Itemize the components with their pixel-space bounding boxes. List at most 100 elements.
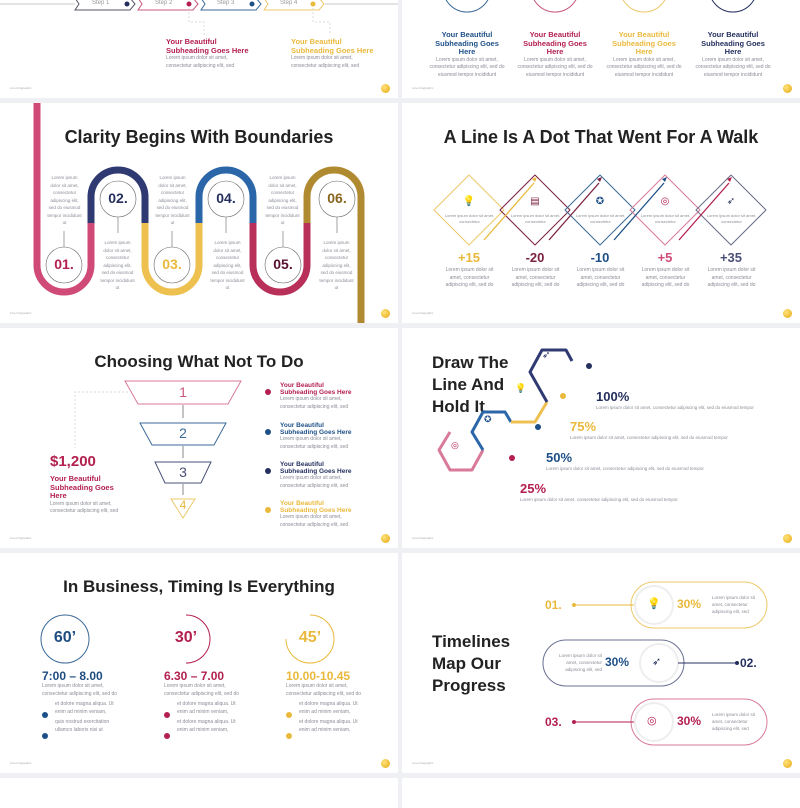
diamond-text-5: Lorem ipsum dolor sit amet, consectetur <box>706 213 757 224</box>
diamond-text-4: Lorem ipsum dolor sit amet, consectetur <box>640 213 691 224</box>
timeline-pills <box>542 581 768 746</box>
bullet-icon <box>265 389 271 395</box>
slide-draw-line[interactable]: Draw The Line And Hold It ◎ ✪ 💡 ➶ 100% Lore… <box>402 328 800 548</box>
slide-next-right[interactable] <box>402 778 800 808</box>
bullet-icon <box>265 507 271 513</box>
minutes-1: 60’ <box>53 629 77 646</box>
step-text-05: Lorem ipsum dolor sit amet, consectetur … <box>265 175 300 225</box>
time-block-3: 10.00-10.45 Lorem ipsum dolor sit amet, c… <box>286 669 362 733</box>
funnel-item-2: Your Beautiful Subheading Goes Here Lorem… <box>280 422 352 450</box>
footer-label: Line Infographic <box>412 311 434 315</box>
slide-funnel[interactable]: Choosing What Not To Do 1 2 3 4 $1,200 Y… <box>0 328 398 548</box>
step-4-label[interactable]: Step 4 <box>280 0 298 6</box>
rocket-icon: ➶ <box>542 350 551 361</box>
page-badge[interactable] <box>381 759 390 768</box>
step-number-03: 03. <box>162 256 182 272</box>
info-4: Your Beautiful Subheading Goes Here Lorem… <box>695 30 771 78</box>
bullet-icon <box>164 733 170 739</box>
amount-info: Your Beautiful Subheading Goes Here Lorem… <box>50 474 119 514</box>
timeline-number-1: 01. <box>545 598 562 612</box>
step-2-info: Your Beautiful Subheading Goes Here Lorem… <box>166 37 249 69</box>
funnel <box>74 380 242 519</box>
step-number-04: 04. <box>216 190 236 206</box>
time-block-2: 6.30 – 7.00 Lorem ipsum dolor sit amet, c… <box>164 669 240 733</box>
value-3: -10 <box>590 250 610 265</box>
page-badge[interactable] <box>783 759 792 768</box>
steps-chevrons <box>0 0 398 35</box>
bullet-icon <box>42 733 48 739</box>
footer-label: Line Infographic <box>412 536 434 540</box>
slide-line-dot[interactable]: A Line Is A Dot That Went For A Walk 💡 ▤… <box>402 103 800 323</box>
footer-label: Line Infographic <box>10 311 32 315</box>
footer-label: Line Infographic <box>10 86 32 90</box>
amount-value: $1,200 <box>50 453 96 470</box>
bullet-icon <box>535 424 541 430</box>
step-text-03: Lorem ipsum dolor sit amet, consectetur … <box>155 175 190 225</box>
page-badge[interactable] <box>783 84 792 93</box>
page-badge[interactable] <box>783 534 792 543</box>
award-hands-icon: ✪ <box>484 414 492 424</box>
step-number-05: 05. <box>273 256 293 272</box>
step-text-02: Lorem ipsum dolor sit amet, consectetur … <box>100 240 135 290</box>
step-2-label[interactable]: Step 2 <box>155 0 173 6</box>
timeline-pct-1: 30% <box>677 597 702 611</box>
funnel-level-2: 2 <box>179 425 187 441</box>
bullet-icon <box>509 455 515 461</box>
step-3-label[interactable]: Step 3 <box>217 0 235 6</box>
page-badge[interactable] <box>381 84 390 93</box>
lightbulb-icon: 💡 <box>515 383 527 393</box>
funnel-level-4: 4 <box>179 498 187 512</box>
funnel-level-3: 3 <box>179 464 187 480</box>
step-1-label[interactable]: Step 1 <box>92 0 110 6</box>
funnel-item-4: Your Beautiful Subheading Goes Here Lorem… <box>280 500 352 528</box>
bullet-icon <box>560 393 566 399</box>
page-badge[interactable] <box>381 309 390 318</box>
progress-50: 50% Lorem ipsum dolor sit amet, consectet… <box>546 450 704 471</box>
step-text-06: Lorem ipsum dolor sit amet, consectetur … <box>319 240 354 290</box>
slide-title: In Business, Timing Is Everything <box>63 577 335 596</box>
funnel-item-1: Your Beautiful Subheading Goes Here Lorem… <box>280 382 352 410</box>
lightbulb-icon: 💡 <box>462 196 476 207</box>
timeline-text-2: Lorem ipsum dolor sit amet, consectetur … <box>558 653 602 672</box>
slide-circles[interactable]: Your Beautiful Subheading Goes Here Lorem… <box>402 0 800 98</box>
hexagon-path <box>437 348 574 472</box>
value-text-3: Lorem ipsum dolor sit amet, consectetur … <box>576 267 625 288</box>
progress-75: 75% Lorem ipsum dolor sit amet, consectet… <box>570 419 728 440</box>
timeline-number-3: 03. <box>545 715 562 729</box>
page-badge[interactable] <box>783 309 792 318</box>
slide-title: A Line Is A Dot That Went For A Walk <box>443 127 759 147</box>
step-text-04: Lorem ipsum dolor sit amet, consectetur … <box>210 240 245 290</box>
progress-100: 100% Lorem ipsum dolor sit amet, consecte… <box>596 389 754 410</box>
value-text-5: Lorem ipsum dolor sit amet, consectetur … <box>707 267 756 288</box>
timeline-text-3: Lorem ipsum dolor sit amet, consectetur … <box>712 712 756 731</box>
minutes-3: 45’ <box>298 629 322 646</box>
timeline-pct-2: 30% <box>605 655 630 669</box>
slide-timing[interactable]: In Business, Timing Is Everything 60’ 30… <box>0 553 398 773</box>
slide-timelines[interactable]: Timelines Map Our Progress 💡 ➶ ◎ 01. 30% L… <box>402 553 800 773</box>
bullet-icon <box>286 733 292 739</box>
bullet-icon <box>42 712 48 718</box>
step-4-info: Your Beautiful Subheading Goes Here Lorem… <box>291 37 374 69</box>
value-text-2: Lorem ipsum dolor sit amet, consectetur … <box>511 267 560 288</box>
serpentine-path <box>33 103 365 323</box>
bullet-icon <box>265 429 271 435</box>
timeline-number-2: 02. <box>740 656 757 670</box>
info-2: Your Beautiful Subheading Goes Here Lorem… <box>517 30 593 78</box>
footer-label: Line Infographic <box>10 761 32 765</box>
footer-label: Line Infographic <box>412 86 434 90</box>
slide-title: Choosing What Not To Do <box>94 352 304 371</box>
step-text-01: Lorem ipsum dolor sit amet, consectetur … <box>47 175 82 225</box>
diamond-text-1: Lorem ipsum dolor sit amet, consectetur <box>444 213 495 224</box>
value-text-1: Lorem ipsum dolor sit amet, consectetur … <box>445 267 494 288</box>
step-number-01: 01. <box>54 256 74 272</box>
funnel-item-3: Your Beautiful Subheading Goes Here Lorem… <box>280 461 352 489</box>
slide-next-left[interactable] <box>0 778 398 808</box>
page-badge[interactable] <box>381 534 390 543</box>
slide-clarity[interactable]: Clarity Begins With Boundaries 01. 02. 0… <box>0 103 398 323</box>
value-text-4: Lorem ipsum dolor sit amet, consectetur … <box>641 267 690 288</box>
slide-steps[interactable]: Step 1 Step 2 Step 3 Step 4 Your Beautif… <box>0 0 398 98</box>
target-star-icon: ◎ <box>451 440 459 450</box>
info-3: Your Beautiful Subheading Goes Here Lorem… <box>606 30 682 78</box>
diamond-text-2: Lorem ipsum dolor sit amet, consectetur <box>510 213 561 224</box>
timeline-text-1: Lorem ipsum dolor sit amet, consectetur … <box>712 595 756 614</box>
